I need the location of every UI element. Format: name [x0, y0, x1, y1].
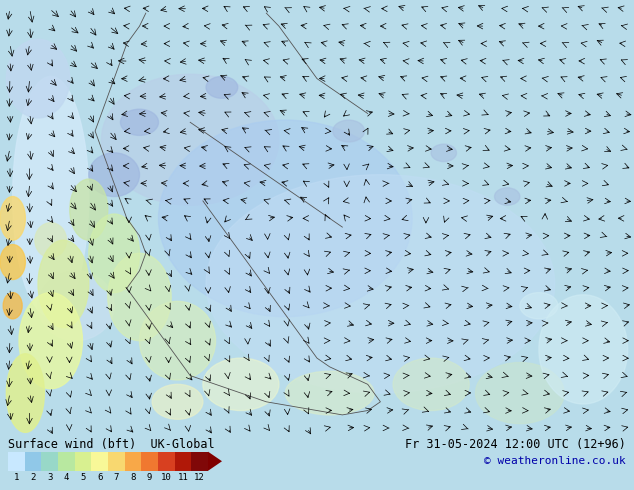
Bar: [25, 452, 41, 471]
Text: 9: 9: [147, 473, 152, 482]
Ellipse shape: [139, 301, 216, 380]
Bar: [125, 452, 141, 471]
Text: 5: 5: [81, 473, 86, 482]
Text: 8: 8: [131, 473, 136, 482]
Ellipse shape: [520, 293, 558, 319]
Ellipse shape: [158, 120, 412, 317]
Ellipse shape: [431, 144, 456, 162]
Bar: [8, 452, 25, 471]
Text: © weatheronline.co.uk: © weatheronline.co.uk: [484, 456, 626, 466]
Ellipse shape: [285, 371, 374, 415]
Text: 4: 4: [63, 473, 69, 482]
Ellipse shape: [38, 271, 114, 341]
Ellipse shape: [476, 363, 564, 424]
Bar: [141, 452, 158, 471]
Ellipse shape: [203, 358, 279, 411]
Bar: [58, 452, 75, 471]
Bar: [91, 452, 108, 471]
Ellipse shape: [120, 109, 158, 135]
Ellipse shape: [70, 179, 108, 240]
Bar: [174, 452, 191, 471]
Bar: [108, 452, 125, 471]
Ellipse shape: [38, 240, 89, 327]
FancyArrow shape: [208, 452, 222, 471]
Ellipse shape: [19, 293, 82, 389]
Bar: [158, 452, 174, 471]
Ellipse shape: [0, 245, 25, 279]
Ellipse shape: [333, 120, 365, 142]
Ellipse shape: [101, 74, 279, 205]
Text: 12: 12: [194, 473, 205, 482]
Text: 1: 1: [14, 473, 19, 482]
Ellipse shape: [6, 39, 70, 118]
Ellipse shape: [108, 253, 171, 341]
Ellipse shape: [89, 214, 139, 293]
Text: 3: 3: [47, 473, 53, 482]
Ellipse shape: [539, 295, 628, 404]
Ellipse shape: [6, 354, 44, 432]
Ellipse shape: [3, 293, 22, 319]
Ellipse shape: [393, 358, 469, 411]
Ellipse shape: [152, 384, 203, 419]
Text: Surface wind (bft)  UK-Global: Surface wind (bft) UK-Global: [8, 438, 215, 451]
Ellipse shape: [206, 175, 555, 393]
Ellipse shape: [89, 153, 139, 196]
Bar: [41, 452, 58, 471]
Bar: [191, 452, 208, 471]
Ellipse shape: [0, 196, 25, 240]
Ellipse shape: [13, 76, 89, 317]
Text: 7: 7: [113, 473, 119, 482]
Text: 11: 11: [178, 473, 188, 482]
Text: Fr 31-05-2024 12:00 UTC (12+96): Fr 31-05-2024 12:00 UTC (12+96): [405, 438, 626, 451]
Text: 10: 10: [161, 473, 172, 482]
Ellipse shape: [35, 223, 67, 258]
Bar: [75, 452, 91, 471]
Text: 6: 6: [97, 473, 102, 482]
Ellipse shape: [206, 76, 238, 98]
Text: 2: 2: [30, 473, 36, 482]
Ellipse shape: [495, 188, 520, 205]
